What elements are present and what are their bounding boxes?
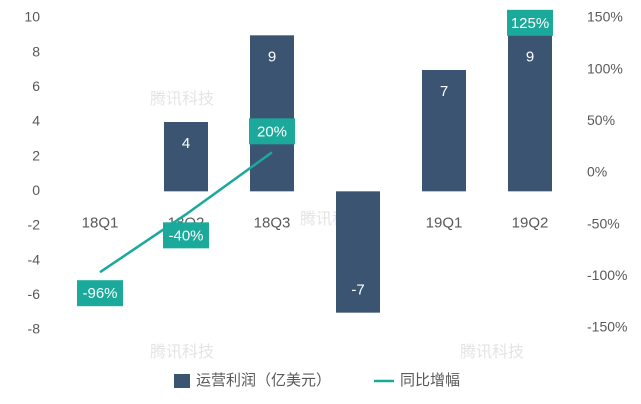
bar — [422, 70, 466, 192]
data-label: 7 — [440, 83, 448, 100]
x-tick-label: 18Q3 — [254, 214, 291, 231]
y-tick-label: 6 — [32, 78, 40, 94]
x-tick-label: 19Q2 — [512, 214, 549, 231]
data-label-box — [163, 222, 209, 249]
y2-tick-label: 50% — [587, 112, 615, 128]
data-label-box — [249, 118, 295, 145]
y-tick-label: 0 — [32, 182, 40, 198]
y2-tick-label: -100% — [587, 267, 627, 283]
y-tick-label: -8 — [28, 321, 41, 337]
x-tick-label: 19Q1 — [426, 214, 463, 231]
watermark: 腾讯科技 — [460, 343, 524, 361]
data-label: 20% — [257, 123, 287, 140]
bar — [250, 35, 294, 192]
legend-label: 同比增幅 — [400, 372, 460, 389]
watermark: 腾讯科技 — [150, 90, 214, 108]
x-tick-label: 18Q1 — [82, 214, 119, 231]
y2-tick-label: 0% — [587, 164, 607, 180]
bar — [508, 35, 552, 192]
y2-tick-label: -50% — [587, 215, 620, 231]
watermark: 腾讯科技 — [150, 343, 214, 361]
data-label: 4 — [182, 135, 190, 152]
data-label-box — [507, 9, 553, 36]
data-label: 125% — [511, 15, 549, 32]
data-label-box — [77, 280, 123, 307]
y-tick-label: -6 — [28, 286, 41, 302]
bar — [336, 191, 380, 313]
y-tick-label: 2 — [32, 147, 40, 163]
y2-tick-label: 150% — [587, 9, 623, 25]
y-tick-label: -2 — [28, 217, 41, 233]
legend-swatch — [174, 374, 190, 388]
bar — [164, 122, 208, 192]
y-tick-label: 8 — [32, 43, 40, 59]
legend-label: 运营利润（亿美元） — [196, 372, 331, 389]
data-label: -96% — [82, 285, 117, 302]
data-label: -40% — [168, 227, 203, 244]
y-tick-label: 10 — [24, 9, 40, 25]
data-label: 0 — [96, 164, 104, 181]
y2-tick-label: 100% — [587, 60, 623, 76]
y-tick-label: -4 — [28, 251, 41, 267]
y2-tick-label: -150% — [587, 319, 627, 335]
data-label: 9 — [268, 48, 276, 65]
data-label: 9 — [526, 48, 534, 65]
data-label: -7 — [351, 282, 364, 299]
y-tick-label: 4 — [32, 113, 40, 129]
